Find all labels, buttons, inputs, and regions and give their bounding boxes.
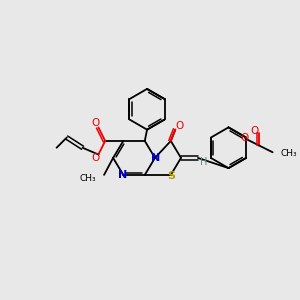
Text: CH₃: CH₃ bbox=[80, 174, 96, 183]
Text: O: O bbox=[240, 133, 248, 142]
Text: S: S bbox=[167, 171, 175, 181]
Text: O: O bbox=[91, 118, 99, 128]
Text: O: O bbox=[91, 153, 99, 163]
Text: N: N bbox=[118, 170, 127, 180]
Text: CH₃: CH₃ bbox=[280, 149, 297, 158]
Text: O: O bbox=[250, 126, 259, 136]
Text: O: O bbox=[176, 121, 184, 131]
Text: N: N bbox=[152, 153, 161, 163]
Text: H: H bbox=[200, 158, 207, 167]
